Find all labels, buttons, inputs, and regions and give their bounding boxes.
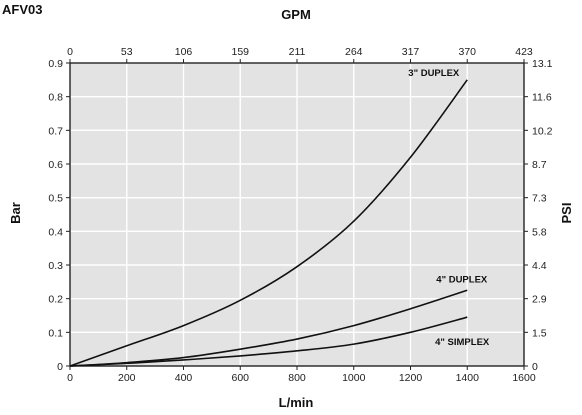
x-top-tick-label: 370: [458, 46, 476, 58]
series-label-4-simplex: 4" SIMPLEX: [435, 337, 490, 348]
x-top-tick-label: 106: [175, 46, 193, 58]
x-tick-label: 0: [67, 372, 73, 384]
y-right-tick-label: 10.2: [532, 125, 553, 137]
x-tick-label: 600: [231, 372, 249, 384]
y-right-tick-label: 0: [532, 361, 538, 373]
y-left-tick-label: 0.7: [48, 125, 63, 137]
right-axis-title: PSI: [559, 203, 574, 224]
x-tick-label: 1200: [399, 372, 423, 384]
x-tick-label: 1400: [456, 372, 480, 384]
top-axis-title: GPM: [281, 7, 311, 22]
y-left-tick-label: 0: [57, 361, 63, 373]
x-tick-label: 1600: [512, 372, 536, 384]
y-left-tick-label: 0.8: [48, 92, 63, 104]
x-top-tick-label: 53: [121, 46, 133, 58]
x-tick-label: 1000: [342, 372, 366, 384]
y-right-tick-label: 1.5: [532, 327, 547, 339]
y-left-tick-label: 0.9: [48, 58, 63, 70]
y-right-tick-label: 4.4: [532, 260, 547, 272]
x-tick-label: 400: [175, 372, 193, 384]
x-top-tick-label: 423: [515, 46, 533, 58]
y-right-tick-label: 13.1: [532, 58, 553, 70]
x-top-tick-label: 211: [289, 46, 306, 58]
chart-title: AFV03: [2, 2, 42, 17]
y-right-tick-label: 8.7: [532, 159, 547, 171]
x-top-tick-label: 317: [402, 46, 420, 58]
y-right-tick-label: 7.3: [532, 193, 547, 205]
left-axis-title: Bar: [8, 202, 23, 224]
y-left-tick-label: 0.1: [48, 327, 63, 339]
series-line-3-duplex: [69, 79, 468, 367]
y-left-tick-label: 0.6: [48, 159, 63, 171]
x-top-tick-label: 264: [345, 46, 363, 58]
x-top-tick-label: 0: [67, 46, 73, 58]
y-left-tick-label: 0.5: [48, 193, 63, 205]
series-line-4-simplex: [69, 316, 468, 367]
x-tick-label: 200: [118, 372, 136, 384]
y-right-tick-label: 11.6: [532, 92, 552, 104]
y-right-tick-label: 5.8: [532, 226, 547, 238]
bottom-axis-title: L/min: [279, 395, 314, 410]
y-left-tick-label: 0.2: [48, 294, 63, 306]
x-tick-label: 800: [288, 372, 306, 384]
y-left-tick-label: 0.3: [48, 260, 63, 272]
x-top-tick-label: 159: [231, 46, 249, 58]
series-label-3-duplex: 3" DUPLEX: [408, 68, 460, 79]
y-right-tick-label: 2.9: [532, 294, 547, 306]
series-label-4-duplex: 4" DUPLEX: [436, 274, 488, 285]
y-left-tick-label: 0.4: [48, 226, 63, 238]
